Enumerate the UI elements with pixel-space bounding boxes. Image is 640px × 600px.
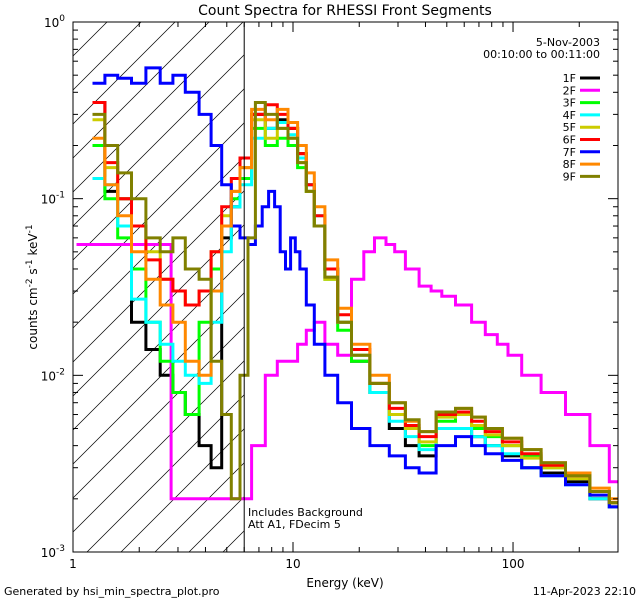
hatch-line [154, 462, 245, 552]
plot-frame [72, 21, 619, 553]
y-tick-label: 10-1 [41, 191, 65, 207]
hatch-line [73, 258, 245, 431]
x-tick-label: 100 [502, 557, 525, 571]
hatch-line [73, 22, 210, 159]
axis-ticks: 1 10 100 100 10-1 10-2 10-3 [41, 14, 619, 571]
hatch-line [120, 428, 245, 552]
legend-label-9f: 9F [563, 170, 576, 183]
hatch-line [73, 326, 245, 499]
x-tick-label: 10 [285, 557, 300, 571]
legend-label-3f: 3F [563, 97, 576, 110]
y-axis-label: counts cm-2 s-1 keV-1 [25, 224, 40, 349]
x-tick-label: 1 [69, 557, 77, 571]
legend-label-4f: 4F [563, 109, 576, 122]
hatch-line [73, 22, 142, 91]
footer-generated-by: Generated by hsi_min_spectra_plot.pro [4, 585, 220, 598]
footer-timestamp: 11-Apr-2023 22:10 [533, 585, 636, 598]
hatch-line [73, 122, 245, 295]
legend-label-8f: 8F [563, 158, 576, 171]
series-line-9f [92, 101, 618, 505]
hatch-line [73, 224, 245, 397]
legend-label-2f: 2F [563, 84, 576, 97]
hatched-region [73, 22, 245, 552]
y-tick-label: 10-3 [41, 544, 65, 560]
series-layer [76, 66, 618, 509]
hatch-line [73, 22, 108, 57]
series-line-2f [76, 236, 618, 501]
legend-label-1f: 1F [563, 72, 576, 85]
hatch-line [86, 394, 245, 552]
y-tick-label: 10-2 [41, 367, 65, 383]
hatch-line [73, 22, 176, 125]
chart-title: Count Spectra for RHESSI Front Segments [198, 3, 492, 19]
y-tick-label: 100 [44, 14, 65, 30]
x-axis-label: Energy (keV) [306, 576, 383, 590]
annotation-background: Includes Background [248, 506, 363, 519]
legend-label-7f: 7F [563, 146, 576, 159]
legend-label-5f: 5F [563, 121, 576, 134]
hatch-line [73, 156, 245, 329]
hatch-line [73, 360, 245, 533]
date-label: 5-Nov-2003 [536, 36, 600, 49]
legend-label-6f: 6F [563, 134, 576, 147]
hatch-line [73, 88, 245, 261]
hatch-line [73, 54, 245, 227]
time-range-label: 00:10:00 to 00:11:00 [483, 48, 600, 61]
hatch-line [73, 22, 74, 23]
annotation-attenuator: Att A1, FDecim 5 [248, 518, 341, 531]
series-line-6f [92, 101, 618, 505]
hatch-line [73, 190, 245, 363]
series-line-7f [92, 66, 618, 509]
hatch-line [73, 22, 244, 193]
